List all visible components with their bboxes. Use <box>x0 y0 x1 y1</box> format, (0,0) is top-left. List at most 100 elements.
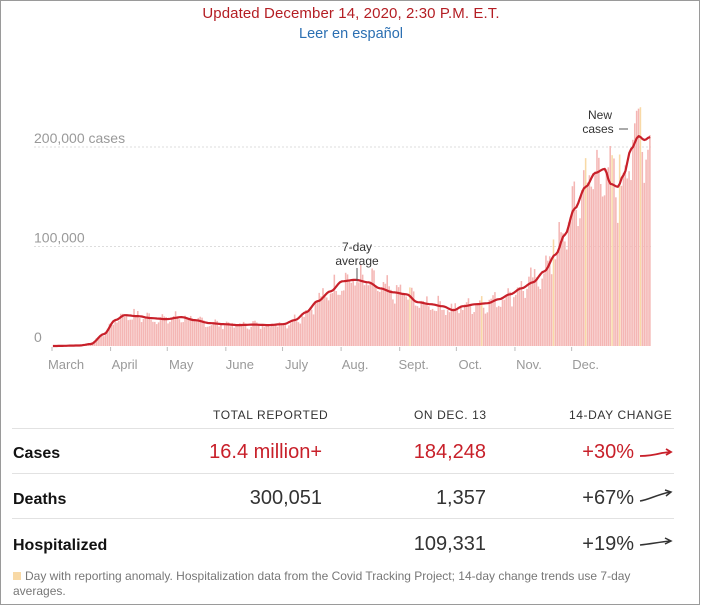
daily-case-bar <box>586 182 589 346</box>
daily-case-bar <box>288 325 290 346</box>
daily-case-bar <box>108 323 111 346</box>
daily-case-bar <box>214 319 217 346</box>
daily-case-bar <box>99 336 101 346</box>
daily-case-bar <box>237 324 239 346</box>
daily-case-bar <box>378 291 381 346</box>
daily-case-bar <box>405 296 407 346</box>
daily-case-bar <box>316 301 319 346</box>
daily-case-bar <box>273 325 275 346</box>
daily-case-bar <box>518 287 521 346</box>
daily-case-bar <box>477 303 479 346</box>
daily-case-bar <box>554 259 557 346</box>
chart-bars <box>53 107 651 346</box>
daily-case-bar <box>505 295 508 346</box>
daily-case-bar <box>352 280 354 346</box>
daily-case-bar <box>420 300 423 346</box>
daily-case-bar <box>649 135 651 346</box>
daily-case-bar <box>271 325 273 346</box>
daily-case-bar <box>335 291 337 346</box>
daily-case-bar <box>539 289 542 346</box>
daily-case-bar <box>240 325 243 346</box>
daily-case-bar <box>116 322 118 346</box>
spanish-link[interactable]: Leer en español <box>299 26 403 42</box>
daily-case-bar <box>395 285 398 346</box>
daily-case-bar <box>167 323 169 346</box>
daily-case-bar <box>182 322 184 346</box>
anomaly-bar <box>409 287 411 346</box>
daily-case-bar <box>327 300 330 346</box>
daily-case-bar <box>601 196 604 346</box>
daily-case-bar <box>537 286 540 346</box>
daily-case-bar <box>193 319 196 346</box>
daily-case-bar <box>146 312 149 346</box>
daily-case-bar <box>137 310 139 346</box>
daily-case-bar <box>433 310 436 346</box>
x-month-label: Oct. <box>458 357 482 372</box>
daily-case-bar <box>562 233 564 346</box>
annotation-avg-line2: average <box>335 254 379 268</box>
daily-case-bar <box>375 285 377 346</box>
anomaly-bar <box>618 154 621 346</box>
daily-case-bar <box>133 308 135 346</box>
daily-case-bar <box>598 157 600 346</box>
daily-case-bar <box>556 254 559 346</box>
daily-case-bar <box>365 282 368 346</box>
daily-case-bar <box>458 313 460 346</box>
daily-case-bar <box>641 151 644 346</box>
daily-case-bar <box>486 312 489 346</box>
daily-case-bar <box>106 328 109 346</box>
daily-case-bar <box>522 291 525 346</box>
daily-case-bar <box>624 165 627 346</box>
daily-case-bar <box>403 293 406 346</box>
daily-case-bar <box>180 322 183 346</box>
daily-case-bar <box>310 309 313 346</box>
daily-case-bar <box>526 288 528 346</box>
daily-case-bar <box>513 297 515 346</box>
daily-case-bar <box>533 269 536 346</box>
daily-case-bar <box>114 319 116 346</box>
daily-case-bar <box>91 343 94 346</box>
daily-case-bar <box>201 317 203 346</box>
daily-case-bar <box>188 317 190 346</box>
daily-case-bar <box>184 315 186 346</box>
daily-case-bar <box>560 232 562 346</box>
daily-case-bar <box>125 314 128 346</box>
table-divider <box>12 473 674 474</box>
daily-case-bar <box>643 182 645 346</box>
footnote: Day with reporting anomaly. Hospitalizat… <box>13 569 683 599</box>
x-month-label: Nov. <box>516 357 542 372</box>
daily-case-bar <box>348 279 351 346</box>
daily-case-bar <box>222 329 224 346</box>
daily-case-bar <box>150 319 152 346</box>
daily-case-bar <box>138 318 141 346</box>
daily-case-bar <box>212 321 215 346</box>
annotation-new-line2: cases <box>582 122 613 136</box>
daily-case-bar <box>503 299 506 346</box>
daily-case-bar <box>592 189 594 346</box>
daily-case-bar <box>97 338 99 346</box>
anomaly-bar <box>584 158 587 346</box>
daily-case-bar <box>229 326 232 346</box>
daily-case-bar <box>428 306 430 346</box>
daily-case-bar <box>452 308 455 346</box>
daily-case-bar <box>267 325 269 346</box>
daily-case-bar <box>320 296 322 346</box>
daily-case-bar <box>118 320 120 346</box>
daily-case-bar <box>121 313 124 346</box>
daily-case-bar <box>308 307 311 346</box>
daily-case-bar <box>490 298 492 346</box>
daily-case-bar <box>565 249 568 346</box>
daily-case-bar <box>172 316 175 346</box>
daily-case-bar <box>632 139 634 346</box>
daily-case-bar <box>388 286 390 346</box>
daily-case-bar <box>482 307 485 346</box>
daily-case-bar <box>284 325 286 346</box>
daily-case-bar <box>530 267 532 346</box>
daily-case-bar <box>630 180 632 346</box>
daily-case-bar <box>123 316 126 346</box>
footnote-text: Day with reporting anomaly. Hospitalizat… <box>13 569 631 598</box>
daily-case-bar <box>144 318 147 346</box>
daily-case-bar <box>293 314 296 346</box>
daily-case-bar <box>469 306 472 346</box>
